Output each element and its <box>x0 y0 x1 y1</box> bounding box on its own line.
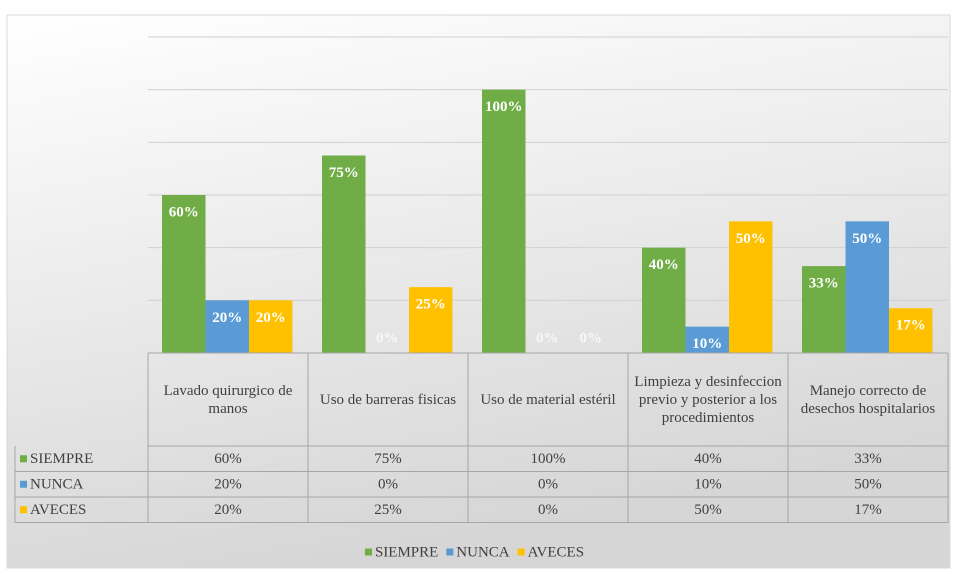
bar <box>409 287 453 353</box>
data-label: 20% <box>212 310 242 326</box>
bar <box>845 221 889 353</box>
data-label: 50% <box>736 231 766 247</box>
data-label: 60% <box>169 204 199 220</box>
bar <box>685 326 729 353</box>
table-cell: 0% <box>378 477 398 493</box>
row-label: AVECES <box>30 502 86 518</box>
data-label: 0% <box>536 330 559 346</box>
bar <box>482 89 526 354</box>
legend-label: AVECES <box>528 544 584 560</box>
table-cell: 0% <box>538 477 558 493</box>
legend-key <box>20 480 27 488</box>
table-cell: 20% <box>214 477 242 493</box>
category-label: Uso de barreras fisicas <box>319 391 457 408</box>
bar <box>205 300 249 353</box>
data-label: 0% <box>376 330 399 346</box>
legend-key <box>20 506 27 514</box>
table-cell: 25% <box>374 502 402 518</box>
bar <box>889 308 933 353</box>
legend-key <box>364 548 372 556</box>
table-cell: 10% <box>694 477 722 493</box>
table-cell: 20% <box>214 502 242 518</box>
category-label: Manejo correcto de desechos hospitalario… <box>800 382 936 417</box>
data-label: 17% <box>896 318 926 334</box>
data-label: 100% <box>485 99 523 115</box>
bar <box>322 155 366 353</box>
row-label: NUNCA <box>30 477 84 493</box>
row-label: SIEMPRE <box>30 451 93 467</box>
legend-key <box>446 548 454 556</box>
data-label: 40% <box>649 257 679 273</box>
table-cell: 75% <box>374 451 402 467</box>
legend-key <box>517 548 525 556</box>
table-cell: 100% <box>531 451 566 467</box>
table-cell: 50% <box>694 502 722 518</box>
category-label: Limpieza y desinfeccion previo y posteri… <box>634 373 782 426</box>
data-label: 75% <box>329 165 359 181</box>
table-cell: 60% <box>214 451 242 467</box>
legend-key <box>20 455 27 463</box>
data-label: 20% <box>256 310 286 326</box>
bar <box>249 300 293 353</box>
table-cell: 50% <box>854 477 882 493</box>
data-label: 0% <box>580 330 603 346</box>
category-label: Lavado quirurgico de manos <box>163 382 293 417</box>
data-label: 50% <box>852 231 882 247</box>
table-cell: 17% <box>854 502 882 518</box>
category-label: Uso de material estéril <box>480 391 616 408</box>
bar <box>162 195 206 353</box>
legend-label: NUNCA <box>456 544 510 560</box>
data-label: 10% <box>692 336 722 352</box>
bar <box>729 221 773 353</box>
table-cell: 33% <box>854 451 882 467</box>
bar <box>802 266 846 353</box>
data-label: 25% <box>416 297 446 313</box>
legend-label: SIEMPRE <box>375 544 438 560</box>
data-label: 33% <box>809 276 839 292</box>
table-cell: 0% <box>538 502 558 518</box>
bar <box>642 247 686 353</box>
table-cell: 40% <box>694 451 722 467</box>
